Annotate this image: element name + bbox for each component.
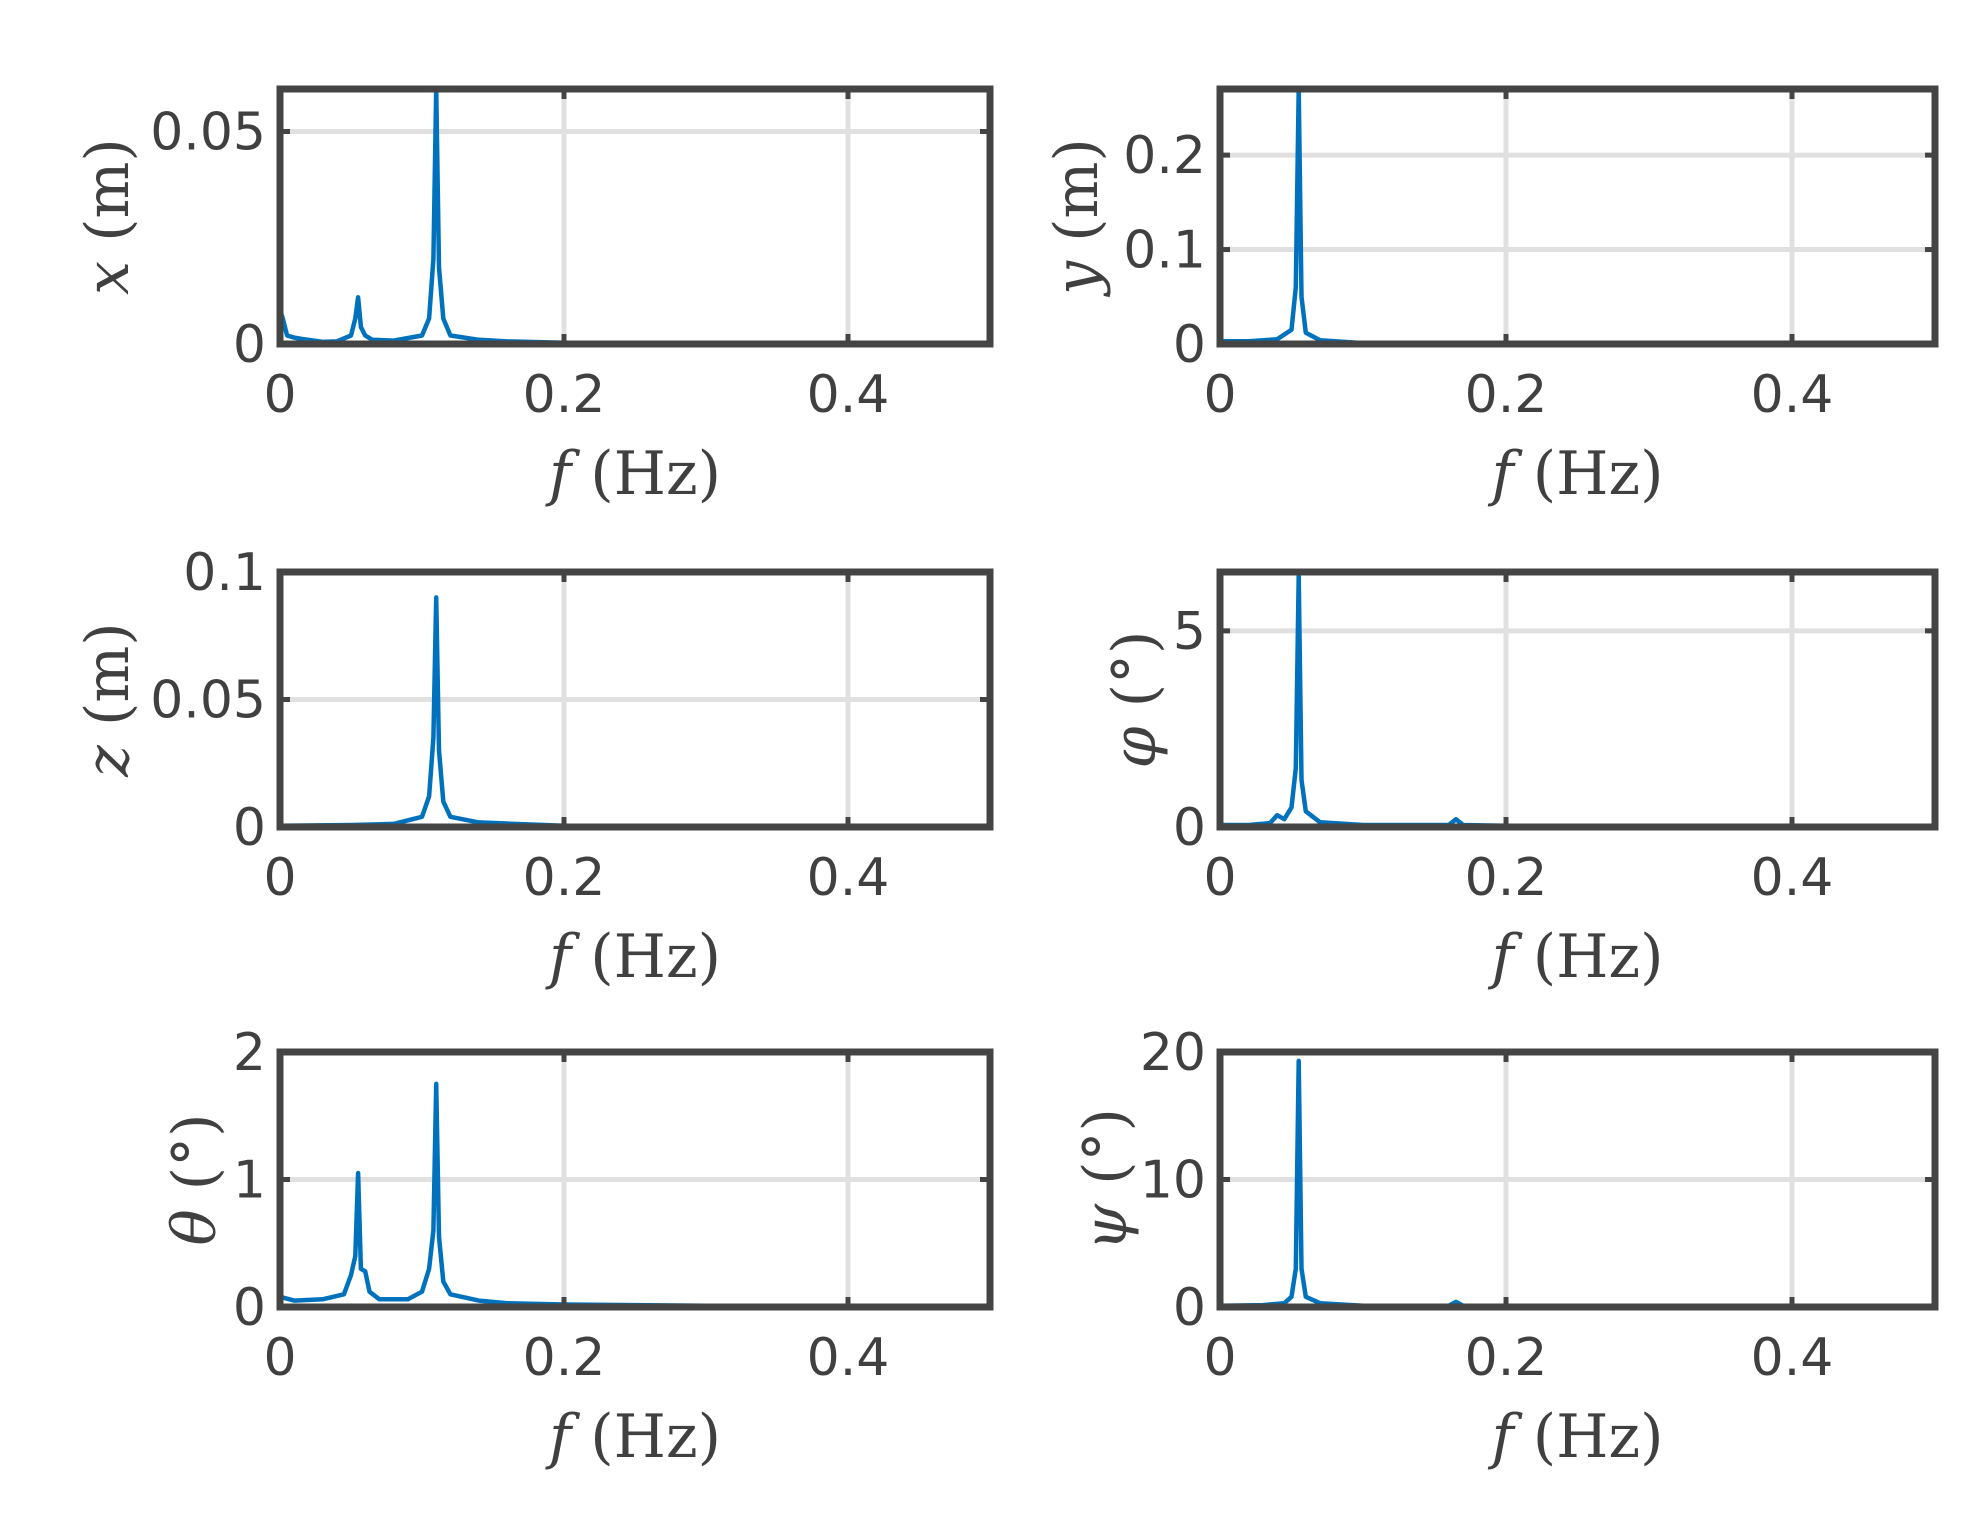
x-tick-label: 0 <box>263 365 296 425</box>
series-line <box>1219 1058 1935 1309</box>
x-tick-label: 0.2 <box>1465 365 1548 425</box>
series-line <box>279 595 990 829</box>
y-tick-label: 0 <box>233 798 266 858</box>
y-tick-label: 0.2 <box>1123 126 1206 186</box>
subplot-4: 0 0.2 0.4 0 5 f (Hz) φ (°) <box>1100 568 1939 992</box>
y-axis-label: x (m) <box>73 138 143 295</box>
x-tick-label: 0.2 <box>1465 1328 1548 1388</box>
y-axis-label: ψ (°) <box>1071 1108 1141 1251</box>
x-tick-label: 0 <box>1203 365 1236 425</box>
y-tick-label: 0.1 <box>183 543 266 603</box>
x-tick-label: 0 <box>1203 848 1236 908</box>
axes-frame <box>1216 85 1939 348</box>
x-tick-label: 0.4 <box>807 848 890 908</box>
x-tick-label: 0.4 <box>1751 365 1834 425</box>
series-line <box>279 1081 990 1308</box>
x-tick-label: 0.4 <box>807 365 890 425</box>
x-axis-label: f (Hz) <box>1487 439 1663 509</box>
subplot-1: 0 0.2 0.4 0 0.05 f (Hz) x (m) <box>73 85 994 509</box>
x-tick-label: 0.4 <box>1751 848 1834 908</box>
y-tick-label: 0 <box>1173 798 1206 858</box>
x-tick-label: 0 <box>263 848 296 908</box>
x-axis-label: f (Hz) <box>1487 1402 1663 1472</box>
y-tick-label: 0.1 <box>1123 221 1206 281</box>
axes-frame <box>276 85 994 348</box>
y-tick-label: 10 <box>1140 1151 1206 1211</box>
x-axis-label: f (Hz) <box>545 439 721 509</box>
x-axis-label: f (Hz) <box>1487 922 1663 992</box>
x-tick-label: 0.2 <box>523 365 606 425</box>
y-tick-label: 0.05 <box>150 103 266 163</box>
subplot-2: 0 0.2 0.4 0 0.1 0.2 f (Hz) y (m) <box>1042 85 1939 509</box>
y-tick-label: 1 <box>233 1151 266 1211</box>
x-axis-label: f (Hz) <box>545 1402 721 1472</box>
series-line <box>1220 86 1935 347</box>
y-tick-label: 20 <box>1140 1023 1206 1083</box>
y-tick-label: 0.05 <box>150 671 266 731</box>
subplot-5: 0 0.2 0.4 0 1 2 f (Hz) θ (°) <box>160 1023 994 1472</box>
x-tick-label: 0.4 <box>1751 1328 1834 1388</box>
x-tick-label: 0.2 <box>1465 848 1548 908</box>
x-tick-label: 0.4 <box>807 1328 890 1388</box>
x-tick-label: 0 <box>1203 1328 1236 1388</box>
y-tick-label: 5 <box>1173 602 1206 662</box>
y-tick-label: 2 <box>233 1023 266 1083</box>
y-axis-label: θ (°) <box>160 1113 230 1245</box>
y-axis-label: z (m) <box>73 622 143 777</box>
x-tick-label: 0.2 <box>523 848 606 908</box>
axes-frame <box>1216 568 1939 831</box>
y-tick-label: 0 <box>1173 315 1206 375</box>
x-tick-label: 0.2 <box>523 1328 606 1388</box>
x-axis-label: f (Hz) <box>545 922 721 992</box>
subplot-3: 0 0.2 0.4 0 0.05 0.1 f (Hz) z (m) <box>73 543 994 992</box>
y-tick-label: 0 <box>233 315 266 375</box>
x-tick-label: 0 <box>263 1328 296 1388</box>
y-axis-label: φ (°) <box>1100 631 1170 769</box>
y-tick-label: 0 <box>233 1278 266 1338</box>
series-line <box>1220 573 1935 829</box>
subplot-6: 0 0.2 0.4 0 10 20 f (Hz) ψ (°) <box>1071 1023 1939 1472</box>
series-line <box>277 86 990 346</box>
y-axis-label: y (m) <box>1042 138 1112 298</box>
y-tick-label: 0 <box>1173 1278 1206 1338</box>
